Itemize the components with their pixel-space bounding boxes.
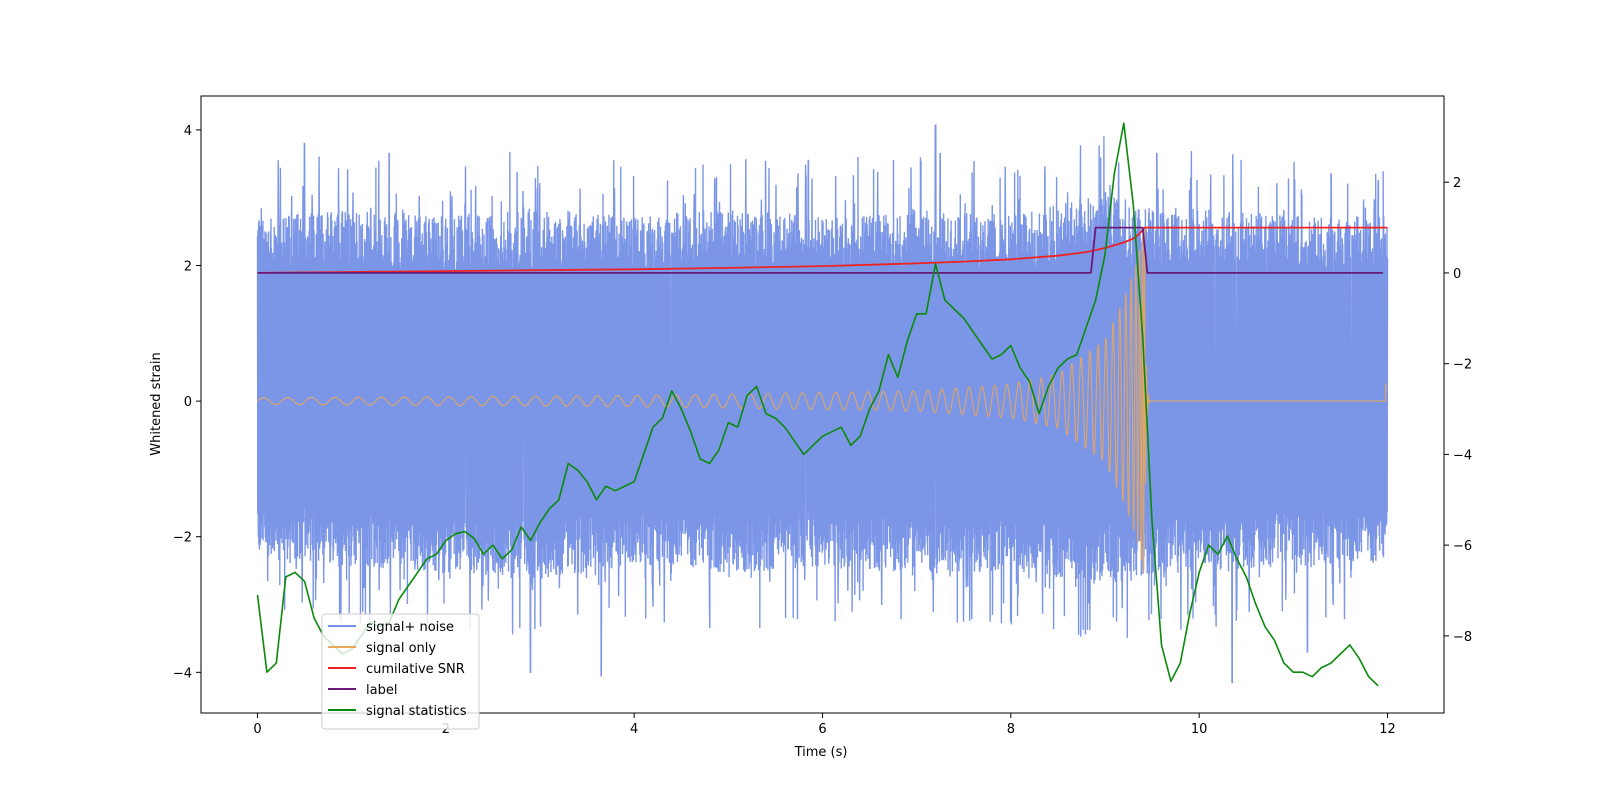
y-left-tick-label: −2 (173, 531, 192, 546)
y-right-tick-label: −2 (1453, 358, 1472, 373)
x-tick-label: 8 (1007, 722, 1015, 737)
legend-box (321, 613, 480, 730)
x-tick-label: 0 (253, 722, 261, 737)
data-layer (256, 122, 1389, 687)
x-tick-label: 6 (818, 722, 826, 737)
series-label (257, 226, 1383, 274)
y-axis-left-label: Whitened strain (149, 352, 164, 455)
y-axis-left-ticks: −4 −2 0 2 4 (173, 124, 201, 681)
y-left-tick-label: −4 (173, 666, 192, 681)
series-signal-only (257, 227, 1388, 573)
y-right-tick-label: −4 (1453, 448, 1472, 463)
y-left-tick-label: 4 (184, 124, 192, 139)
x-tick-label: 4 (630, 722, 638, 737)
legend-label: cumilative SNR (366, 662, 465, 677)
y-right-tick-label: 2 (1453, 176, 1461, 191)
legend-label: signal+ noise (366, 620, 454, 635)
legend: signal+ noise signal only cumilative SNR la… (321, 613, 480, 730)
series-signal-noise (256, 124, 1389, 684)
series-signal-statistics (256, 122, 1379, 687)
x-axis-ticks: 024681012 (253, 713, 1396, 737)
series-cumulative-snr (257, 226, 1388, 274)
legend-label: signal only (366, 641, 436, 656)
y-right-tick-label: −8 (1453, 630, 1472, 645)
x-tick-label: 12 (1379, 722, 1396, 737)
y-left-tick-label: 2 (184, 260, 192, 275)
y-axis-right-ticks: −8 −6 −4 −2 0 2 (1444, 176, 1472, 645)
legend-label: signal statistics (366, 704, 467, 719)
x-tick-label: 10 (1191, 722, 1208, 737)
legend-label: label (366, 683, 397, 698)
x-axis-label: Time (s) (794, 745, 848, 760)
y-right-tick-label: −6 (1453, 539, 1472, 554)
y-left-tick-label: 0 (184, 395, 192, 410)
y-right-tick-label: 0 (1453, 267, 1461, 282)
